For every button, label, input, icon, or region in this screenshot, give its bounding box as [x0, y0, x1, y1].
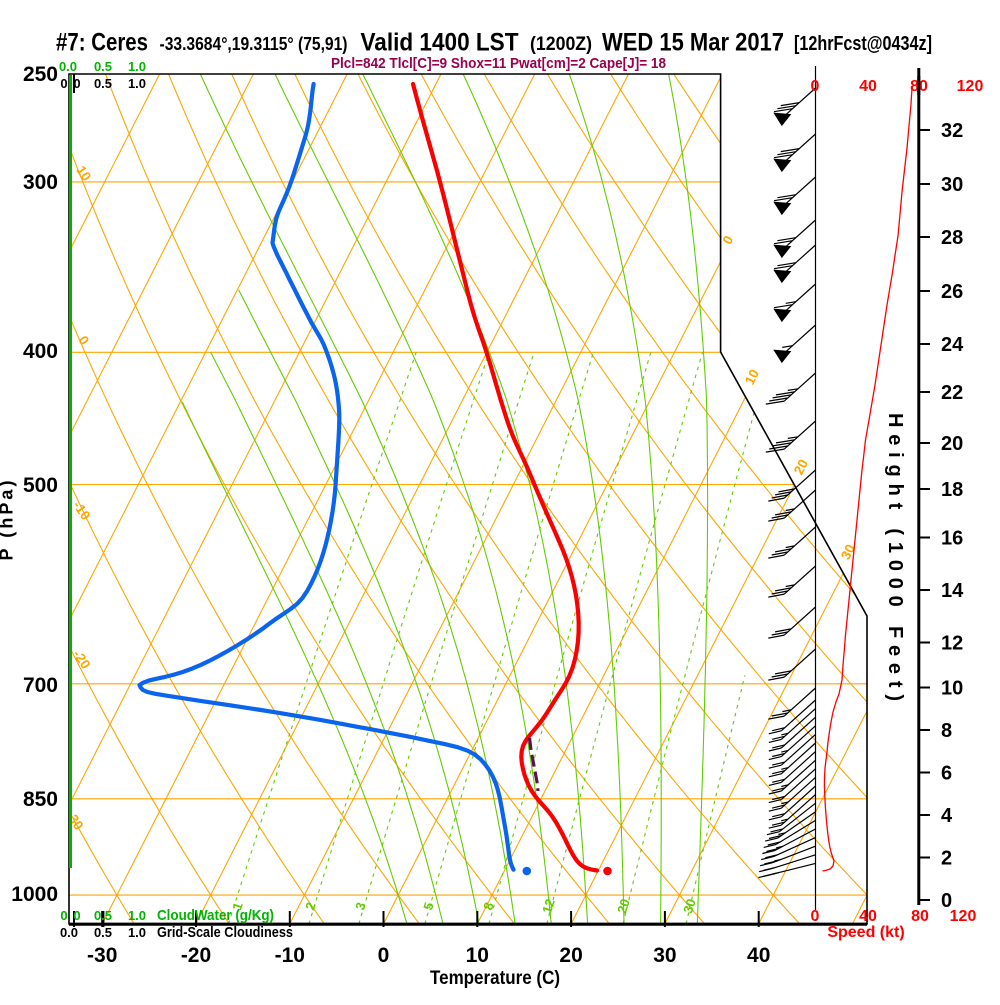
svg-text:-33.3684°,19.3115° (75,91): -33.3684°,19.3115° (75,91)	[160, 33, 348, 54]
svg-text:16: 16	[941, 528, 963, 550]
svg-text:8: 8	[941, 720, 952, 742]
svg-text:[12hrFcst@0434z]: [12hrFcst@0434z]	[794, 33, 932, 55]
svg-text:18: 18	[941, 479, 963, 501]
svg-text:(1200Z): (1200Z)	[530, 33, 592, 55]
svg-text:Temperature (C): Temperature (C)	[430, 968, 560, 989]
svg-text:-10: -10	[275, 944, 305, 967]
svg-text:-20: -20	[181, 944, 211, 967]
svg-text:0.5: 0.5	[94, 59, 112, 74]
svg-text:0.0: 0.0	[60, 925, 78, 940]
svg-text:24: 24	[941, 334, 964, 356]
svg-text:32: 32	[941, 120, 963, 142]
svg-text:120: 120	[957, 78, 984, 95]
svg-text:0: 0	[73, 76, 80, 91]
svg-text:2: 2	[941, 848, 952, 870]
svg-text:28: 28	[941, 227, 963, 249]
svg-text:0: 0	[60, 76, 67, 91]
svg-text:40: 40	[859, 78, 877, 95]
svg-text:10: 10	[73, 163, 94, 184]
svg-text:0: 0	[811, 78, 820, 95]
svg-text:0: 0	[378, 944, 390, 967]
svg-text:WED 15 Mar 2017: WED 15 Mar 2017	[602, 29, 784, 57]
svg-text:20: 20	[614, 897, 633, 915]
svg-text:12: 12	[539, 897, 558, 915]
svg-text:12: 12	[941, 633, 963, 655]
svg-text:1: 1	[229, 900, 246, 912]
svg-text:26: 26	[941, 281, 963, 303]
svg-text:5: 5	[420, 900, 437, 912]
svg-text:Valid 1400 LST: Valid 1400 LST	[361, 29, 519, 57]
svg-text:20: 20	[941, 433, 963, 455]
svg-text:0.5: 0.5	[94, 76, 112, 91]
svg-text:250: 250	[23, 63, 58, 86]
svg-text:80: 80	[911, 908, 929, 925]
svg-text:10: 10	[466, 944, 489, 967]
svg-text:1.0: 1.0	[128, 76, 146, 91]
svg-text:10: 10	[742, 367, 762, 387]
svg-text:4: 4	[941, 805, 953, 827]
svg-text:8: 8	[480, 900, 497, 912]
svg-text:850: 850	[23, 788, 58, 811]
svg-text:Grid-Scale Cloudiness: Grid-Scale Cloudiness	[157, 924, 293, 941]
svg-text:#7: Ceres: #7: Ceres	[56, 29, 148, 57]
svg-text:1.0: 1.0	[128, 925, 146, 940]
svg-text:20: 20	[559, 944, 582, 967]
svg-text:Plcl=842 Tlcl[C]=9 Shox=11 Pwa: Plcl=842 Tlcl[C]=9 Shox=11 Pwat[cm]=2 Ca…	[331, 55, 666, 72]
svg-text:-30: -30	[87, 944, 117, 967]
svg-text:0.5: 0.5	[94, 925, 112, 940]
svg-text:1000: 1000	[11, 883, 58, 906]
svg-text:20: 20	[791, 457, 811, 477]
svg-text:700: 700	[23, 674, 58, 697]
svg-text:0: 0	[73, 908, 80, 923]
svg-text:10: 10	[941, 678, 963, 700]
svg-text:300: 300	[23, 171, 58, 194]
svg-text:40: 40	[747, 944, 770, 967]
svg-text:30: 30	[653, 944, 676, 967]
svg-text:30: 30	[680, 897, 699, 915]
svg-text:0.5: 0.5	[94, 908, 112, 923]
svg-text:2: 2	[302, 900, 319, 912]
svg-text:0: 0	[60, 908, 67, 923]
svg-text:0: 0	[941, 890, 952, 912]
svg-text:500: 500	[23, 474, 58, 497]
svg-text:1.0: 1.0	[128, 59, 146, 74]
svg-text:400: 400	[23, 340, 58, 363]
svg-text:0: 0	[811, 908, 820, 925]
svg-text:CloudWater (g/Kg): CloudWater (g/Kg)	[157, 907, 274, 924]
svg-text:6: 6	[941, 763, 952, 785]
svg-text:14: 14	[941, 580, 964, 602]
svg-text:0.0: 0.0	[59, 59, 77, 74]
svg-text:22: 22	[941, 382, 963, 404]
svg-text:40: 40	[859, 908, 877, 925]
svg-text:3: 3	[352, 900, 369, 912]
svg-text:30: 30	[941, 174, 963, 196]
svg-text:1.0: 1.0	[128, 908, 146, 923]
svg-text:120: 120	[950, 908, 977, 925]
svg-text:Speed (kt): Speed (kt)	[827, 924, 904, 941]
